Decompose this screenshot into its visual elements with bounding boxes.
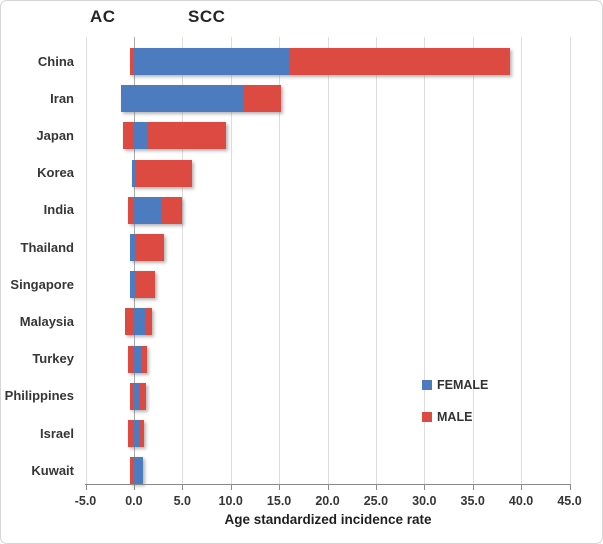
x-tick-label: 10.0 [218, 494, 243, 508]
x-tick-label: -5.0 [74, 494, 97, 508]
x-tick [182, 485, 184, 490]
country-label: Korea [37, 165, 74, 181]
bar-row [120, 85, 282, 113]
bar-segment-male [244, 85, 282, 113]
gridline [230, 37, 232, 484]
bar-segment-female [129, 234, 136, 261]
gridline [279, 37, 281, 484]
column-header-scc: SCC [188, 7, 226, 26]
bar-segment-female [129, 271, 136, 299]
x-tick-label: 30.0 [412, 494, 437, 508]
bar-segment-female [133, 48, 289, 75]
bar-segment-male [145, 308, 153, 336]
bar-row [129, 48, 511, 75]
bar-segment-male [127, 196, 134, 224]
bar-row [127, 196, 183, 224]
bar-segment-male [129, 48, 134, 75]
bar-row [125, 308, 153, 336]
bar-segment-male [140, 420, 145, 447]
bar-row [129, 457, 143, 485]
country-label: Thailand [20, 239, 74, 255]
bar-segment-female [133, 308, 146, 336]
x-tick-label: 0.0 [125, 494, 143, 508]
bar-segment-female [133, 345, 141, 373]
x-axis-line [85, 484, 571, 485]
bar-segment-male [129, 382, 134, 410]
x-tick-label: 5.0 [173, 494, 191, 508]
country-label: Kuwait [31, 462, 74, 478]
x-tick-label: 20.0 [315, 494, 340, 508]
gridline [521, 37, 523, 484]
legend-swatch-female-icon [422, 380, 432, 390]
country-label: Turkey [32, 351, 74, 367]
bar-segment-female [133, 420, 141, 447]
x-tick [230, 485, 232, 490]
country-label: India [43, 202, 74, 218]
x-tick [327, 485, 329, 490]
x-tick [133, 485, 135, 490]
gridline [85, 37, 87, 484]
country-label: China [37, 53, 74, 69]
country-label: Iran [50, 90, 74, 106]
bar-segment-female [133, 382, 140, 410]
country-label: Japan [36, 127, 74, 143]
bar-segment-male [128, 420, 134, 447]
x-tick [424, 485, 426, 490]
gridline [182, 37, 184, 484]
x-tick-label: 25.0 [363, 494, 389, 508]
bar-segment-male [128, 345, 134, 373]
legend-label: FEMALE [437, 378, 489, 392]
x-tick [85, 485, 87, 490]
bar-segment-male [161, 196, 183, 224]
bar-row [129, 382, 146, 410]
country-label: Israel [40, 425, 74, 441]
bar-segment-male [125, 308, 134, 336]
gridline [472, 37, 474, 484]
bar-segment-male [139, 382, 146, 410]
bar-segment-male [146, 122, 226, 150]
x-tick-label: 45.0 [557, 494, 582, 508]
x-axis-title: Age standardized incidence rate [224, 512, 432, 527]
bar-segment-male [140, 345, 148, 373]
country-label: Philippines [4, 388, 74, 404]
legend-label: MALE [437, 410, 473, 424]
bar-segment-male [135, 234, 164, 261]
bar-segment-female [133, 122, 147, 150]
bar-segment-male [123, 122, 134, 150]
legend-item: MALE [422, 410, 472, 424]
gridline [424, 37, 426, 484]
gridline [375, 37, 377, 484]
x-tick [569, 485, 571, 490]
gridline [327, 37, 329, 484]
bar-segment-female [133, 196, 162, 224]
gridline [569, 37, 571, 484]
bar-row [128, 420, 145, 447]
bar-row [129, 271, 155, 299]
x-tick-label: 35.0 [460, 494, 485, 508]
legend-item: FEMALE [422, 378, 488, 392]
x-tick [375, 485, 377, 490]
bar-segment-male [135, 271, 155, 299]
legend-swatch-male-icon [422, 412, 432, 422]
bar-segment-male [129, 457, 134, 485]
country-label: Malaysia [19, 313, 74, 329]
bar-segment-male [136, 159, 192, 187]
bar-row [131, 159, 192, 187]
bar-row [128, 345, 148, 373]
bar-row [129, 234, 164, 261]
column-header-ac: AC [90, 7, 116, 26]
bar-segment-female [120, 85, 245, 113]
x-tick [472, 485, 474, 490]
bar-row [123, 122, 226, 150]
x-tick-label: 40.0 [508, 494, 534, 508]
bar-segment-female [133, 457, 143, 485]
x-tick-label: 15.0 [266, 494, 292, 508]
country-label: Singapore [10, 276, 74, 292]
x-tick [521, 485, 523, 490]
bar-segment-female [131, 159, 137, 187]
bar-segment-male [288, 48, 511, 75]
x-tick [279, 485, 281, 490]
